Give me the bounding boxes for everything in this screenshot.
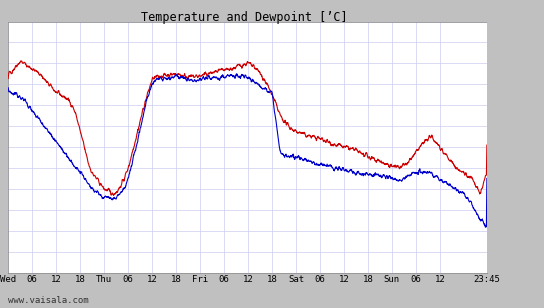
Text: www.vaisala.com: www.vaisala.com	[8, 296, 89, 305]
Text: Temperature and Dewpoint [’C]: Temperature and Dewpoint [’C]	[141, 11, 348, 24]
